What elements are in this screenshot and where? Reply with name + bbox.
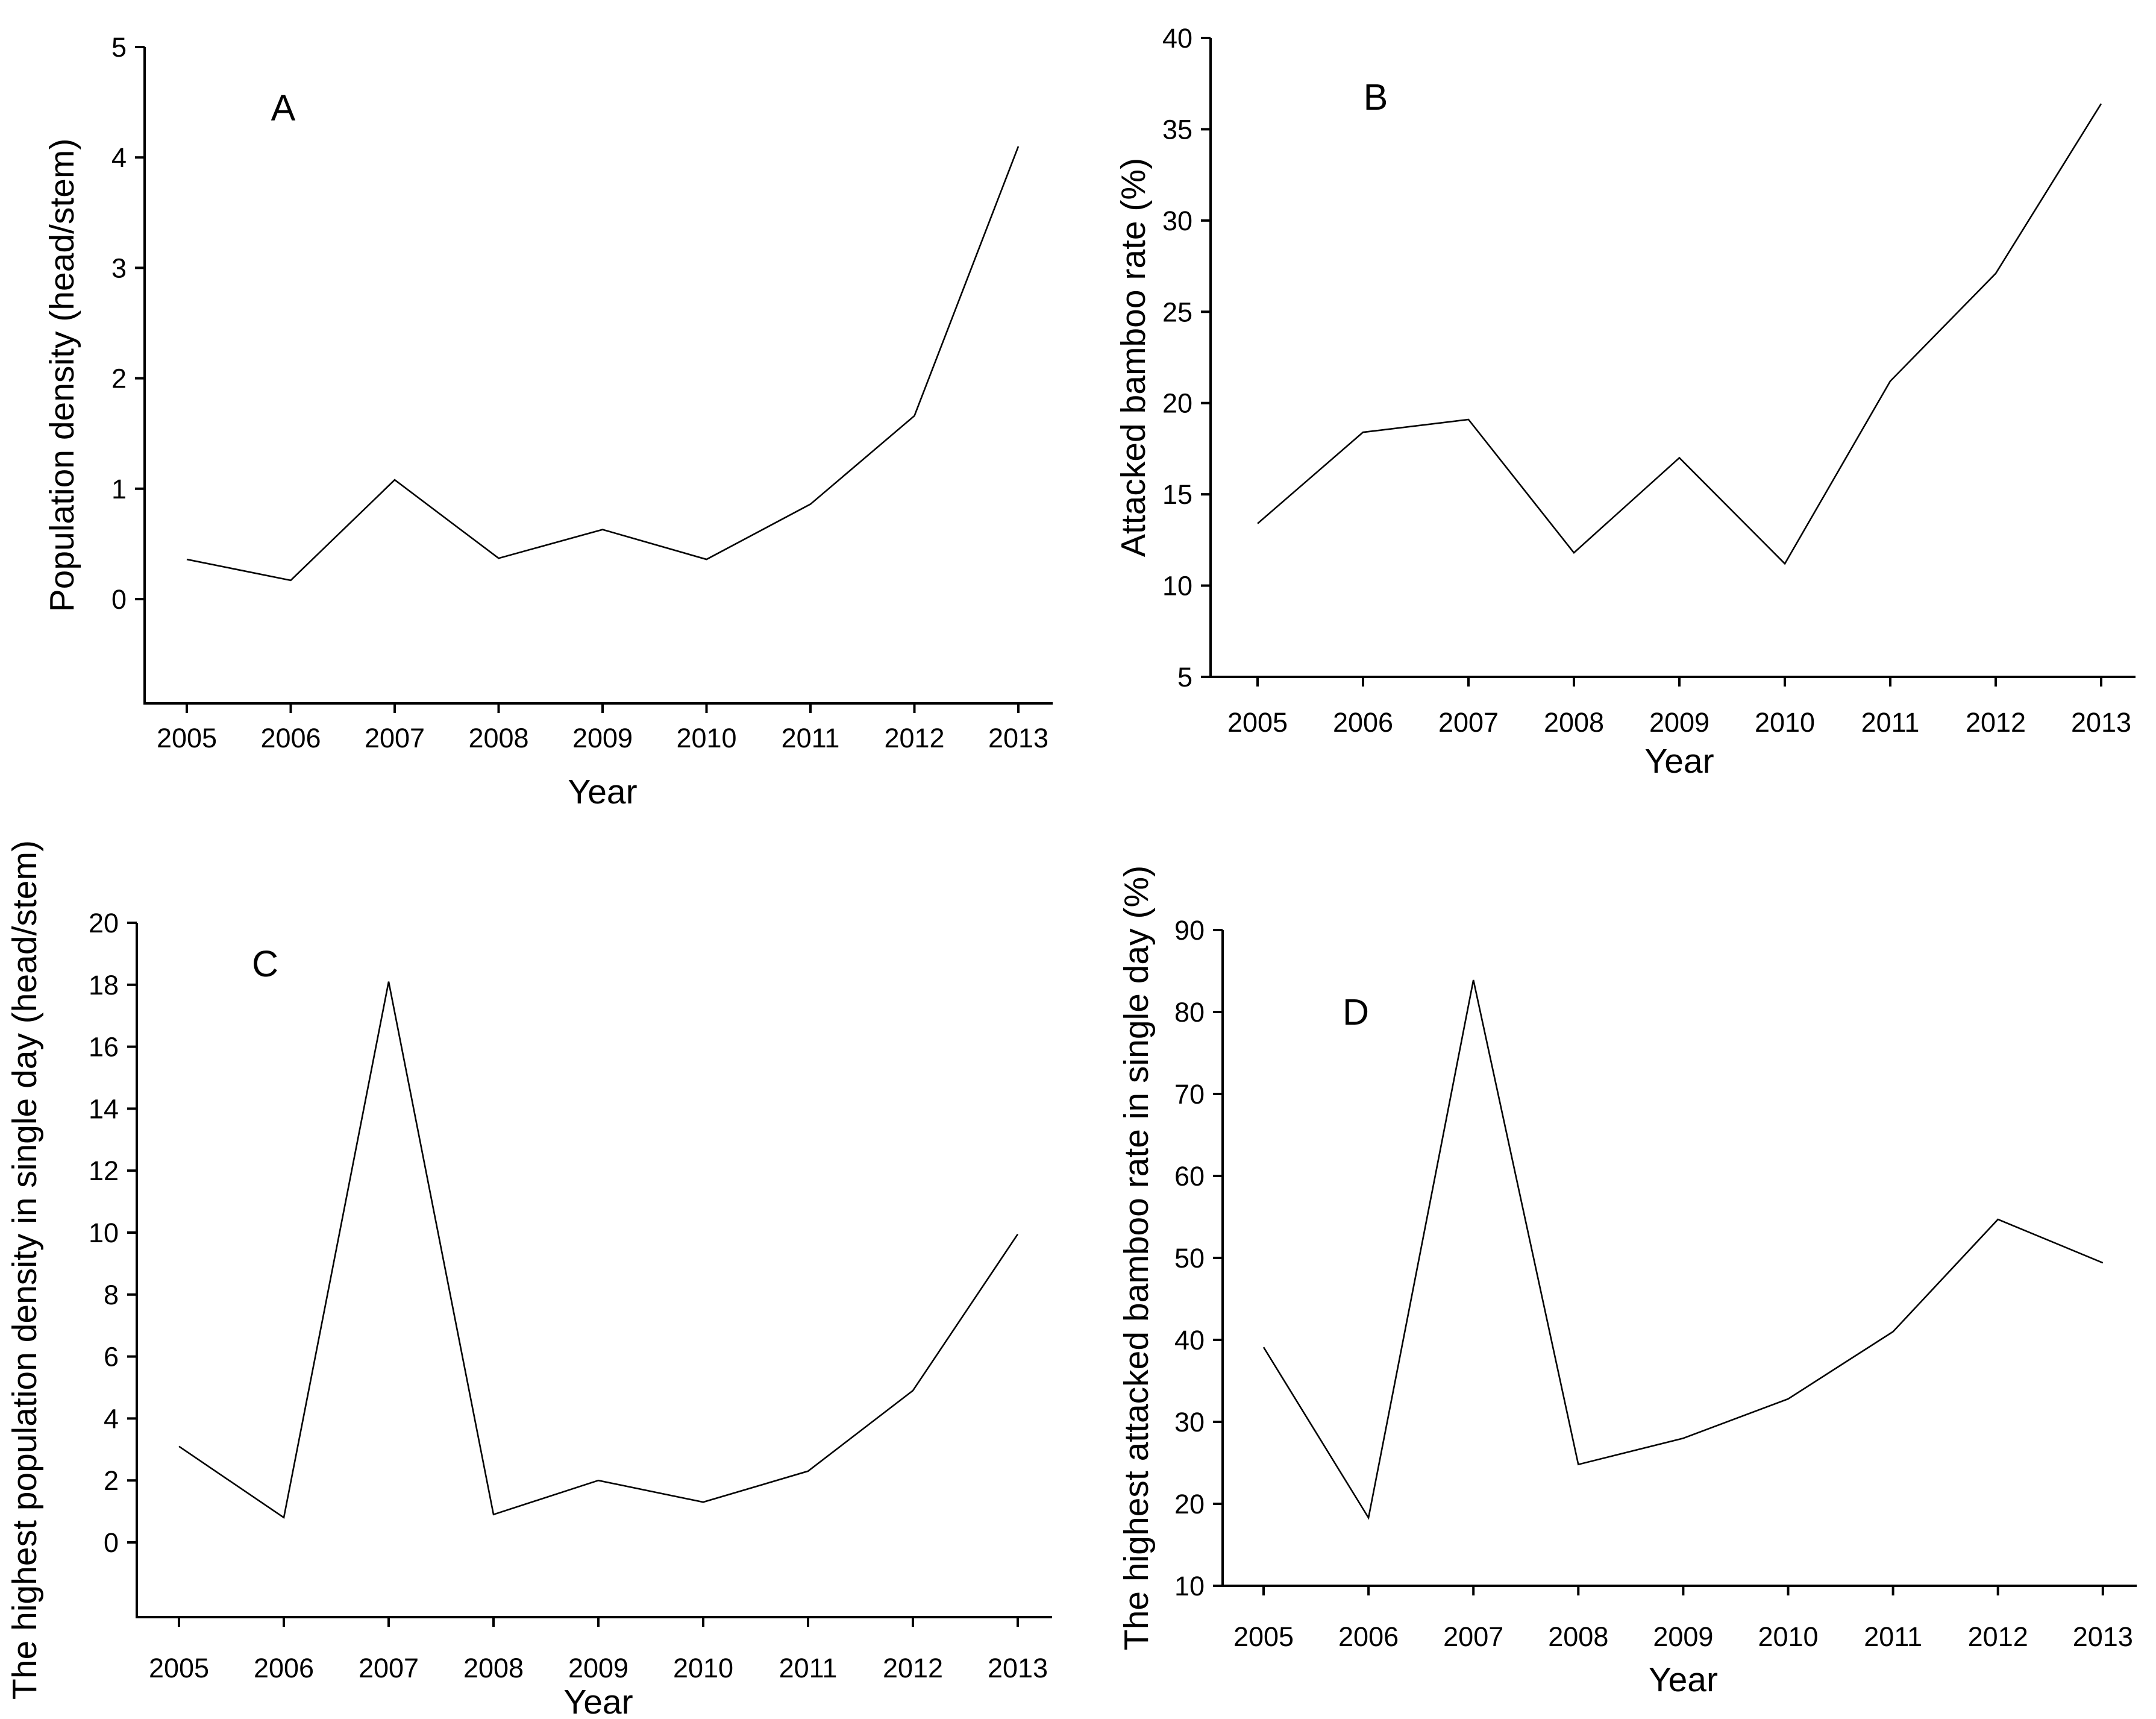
x-tick-label: 2010 [676, 723, 736, 753]
y-tick-label: 5 [111, 32, 127, 63]
data-line-c [178, 981, 1019, 1519]
y-axis-title: The highest attacked bamboo rate in sing… [1117, 866, 1156, 1650]
y-tick-label: 3 [111, 253, 127, 283]
y-tick-label: 30 [1162, 206, 1192, 236]
y-tick-label: 1 [111, 474, 127, 504]
x-axis-title: Year [563, 1683, 633, 1719]
y-tick-label: 16 [89, 1032, 119, 1063]
x-tick-label: 2005 [157, 723, 217, 753]
panel-a: 0 1 2 3 4 5 2005 2006 2007 2008 2009 2010 2011 2012 20… [43, 32, 1053, 811]
x-tick-label: 2011 [779, 1653, 838, 1683]
y-tick-label: 6 [104, 1342, 119, 1372]
x-tick-label: 2012 [884, 723, 944, 753]
y-tick-label: 14 [89, 1093, 119, 1124]
y-tick-label: 40 [1162, 23, 1192, 54]
y-axis-title: Attacked bamboo rate (%) [1114, 158, 1153, 557]
x-tick-label: 2006 [254, 1653, 314, 1683]
x-tick-label: 2009 [572, 723, 633, 753]
y-tick-label: 10 [89, 1218, 119, 1248]
y-tick-label: 30 [1174, 1407, 1205, 1438]
panel-d: 10 20 30 40 50 60 70 80 90 2005 2006 2007 2008 2009 20… [1117, 866, 2137, 1699]
y-tick-label: 60 [1174, 1161, 1205, 1192]
y-tick-label: 25 [1162, 297, 1192, 327]
y-tick-label: 12 [89, 1155, 119, 1186]
x-tick-label: 2007 [1438, 707, 1499, 738]
y-tick-label: 8 [104, 1280, 119, 1310]
panel-letter: A [271, 87, 296, 128]
data-line-a [186, 146, 1020, 582]
y-tick-label: 4 [111, 142, 127, 173]
x-tick-label: 2013 [2073, 1621, 2133, 1652]
x-tick-label: 2006 [260, 723, 321, 753]
data-line-d [1262, 979, 2104, 1520]
y-tick-label: 80 [1174, 997, 1205, 1028]
y-tick-label: 40 [1174, 1325, 1205, 1356]
panel-b: 5 10 15 20 25 30 35 40 2005 2006 2007 2008 2009 2010 2… [1114, 23, 2136, 781]
x-tick-label: 2008 [1548, 1621, 1608, 1652]
x-tick-label: 2008 [1544, 707, 1604, 738]
x-tick-label: 2013 [988, 723, 1048, 753]
x-axis-title: Year [568, 773, 637, 811]
y-tick-label: 5 [1177, 662, 1192, 693]
x-tick-label: 2012 [1968, 1621, 2028, 1652]
y-axis-title: The highest population density in single… [5, 840, 44, 1700]
x-tick-label: 2009 [568, 1653, 628, 1683]
panel-letter: D [1343, 991, 1369, 1032]
y-tick-label: 4 [104, 1403, 119, 1434]
y-tick-label: 10 [1162, 571, 1192, 602]
x-tick-label: 2005 [1233, 1621, 1294, 1652]
x-tick-label: 2007 [365, 723, 425, 753]
y-tick-label: 20 [89, 908, 119, 938]
data-line-b [1257, 103, 2102, 565]
x-tick-label: 2008 [468, 723, 528, 753]
x-tick-label: 2006 [1333, 707, 1393, 738]
x-tick-label: 2013 [2071, 707, 2131, 738]
x-tick-label: 2012 [1966, 707, 2026, 738]
y-tick-label: 35 [1162, 114, 1192, 145]
x-axis-title: Year [1649, 1661, 1718, 1699]
x-tick-label: 2011 [1861, 707, 1920, 738]
y-tick-label: 18 [89, 970, 119, 1001]
y-tick-label: 10 [1174, 1571, 1205, 1601]
x-axis-title: Year [1644, 742, 1714, 781]
y-tick-label: 2 [104, 1465, 119, 1496]
y-tick-label: 50 [1174, 1243, 1205, 1274]
y-tick-label: 90 [1174, 915, 1205, 946]
y-tick-label: 15 [1162, 479, 1192, 510]
y-tick-label: 70 [1174, 1079, 1205, 1110]
panel-letter: B [1364, 77, 1388, 118]
x-tick-label: 2010 [1755, 707, 1815, 738]
x-tick-label: 2011 [1864, 1621, 1922, 1652]
panel-c: 0 2 4 6 8 10 12 14 16 18 20 2005 2006 2007 2008 2009 201… [5, 840, 1052, 1719]
x-tick-label: 2011 [782, 723, 840, 753]
x-tick-label: 2007 [1443, 1621, 1503, 1652]
x-tick-label: 2006 [1338, 1621, 1399, 1652]
y-tick-label: 2 [111, 363, 127, 394]
x-tick-label: 2012 [883, 1653, 943, 1683]
x-tick-label: 2013 [988, 1653, 1048, 1683]
y-axis-title: Population density (head/stem) [43, 139, 81, 612]
x-tick-label: 2005 [149, 1653, 209, 1683]
x-tick-label: 2010 [1758, 1621, 1818, 1652]
y-tick-label: 20 [1162, 388, 1192, 419]
x-tick-label: 2009 [1653, 1621, 1713, 1652]
panel-letter: C [252, 943, 278, 984]
y-tick-label: 0 [111, 584, 127, 615]
x-tick-label: 2008 [463, 1653, 524, 1683]
y-tick-label: 20 [1174, 1489, 1205, 1519]
x-tick-label: 2009 [1649, 707, 1709, 738]
x-tick-label: 2005 [1227, 707, 1288, 738]
x-tick-label: 2007 [359, 1653, 419, 1683]
y-tick-label: 0 [104, 1527, 119, 1558]
x-tick-label: 2010 [673, 1653, 733, 1683]
